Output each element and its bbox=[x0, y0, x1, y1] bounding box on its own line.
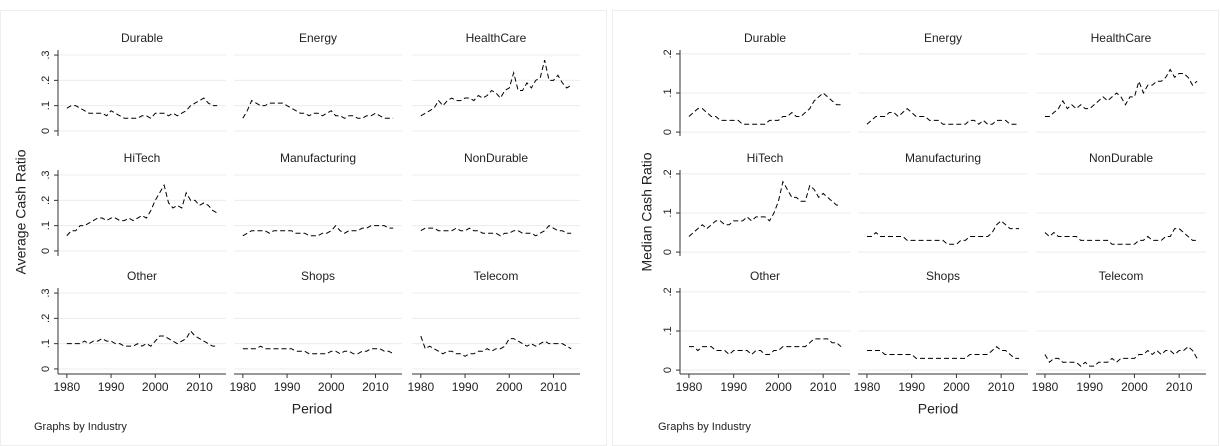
x-tick-label: 1990 bbox=[274, 380, 301, 394]
series-line bbox=[66, 97, 218, 119]
y-tick-label: .2 bbox=[40, 196, 52, 205]
panel-title: Manufacturing bbox=[905, 151, 981, 165]
series-line bbox=[1044, 228, 1198, 245]
x-tick-label: 1980 bbox=[53, 380, 80, 394]
x-axis-label: Period bbox=[292, 401, 332, 417]
note: Graphs by Industry bbox=[658, 421, 751, 433]
panel-title: HiTech bbox=[124, 151, 161, 165]
series-line bbox=[1044, 68, 1198, 117]
panel-title: Other bbox=[750, 269, 780, 283]
x-tick-label: 1980 bbox=[854, 380, 881, 394]
x-tick-label: 1990 bbox=[98, 380, 125, 394]
y-tick-label: .1 bbox=[662, 208, 674, 217]
x-tick-label: 2010 bbox=[988, 380, 1015, 394]
y-tick-label: .2 bbox=[662, 49, 674, 58]
y-tick-label: 0 bbox=[662, 367, 674, 373]
note: Graphs by Industry bbox=[34, 421, 127, 433]
panel-title: Energy bbox=[924, 31, 962, 45]
x-tick-label: 1990 bbox=[452, 380, 479, 394]
x-tick-label: 1990 bbox=[720, 380, 747, 394]
panel-title: Other bbox=[127, 269, 157, 283]
x-tick-label: 2000 bbox=[765, 380, 792, 394]
series-line bbox=[242, 345, 394, 355]
series-line bbox=[866, 345, 1020, 359]
graph-frame bbox=[612, 10, 1219, 446]
panel-title: Shops bbox=[301, 269, 335, 283]
x-tick-label: 1990 bbox=[898, 380, 925, 394]
series-line bbox=[866, 107, 1020, 125]
y-tick-label: .2 bbox=[662, 287, 674, 296]
panel-title: HiTech bbox=[747, 151, 784, 165]
x-tick-label: 1980 bbox=[407, 380, 434, 394]
x-tick-label: 2010 bbox=[810, 380, 837, 394]
series-line bbox=[688, 92, 842, 125]
y-tick-label: .3 bbox=[40, 50, 52, 59]
x-tick-label: 2000 bbox=[943, 380, 970, 394]
x-tick-label: 2000 bbox=[496, 380, 523, 394]
y-tick-label: .2 bbox=[40, 314, 52, 323]
panel-title: Durable bbox=[744, 31, 786, 45]
y-tick-label: .3 bbox=[40, 170, 52, 179]
panel-title: Shops bbox=[926, 269, 960, 283]
x-tick-label: 2010 bbox=[540, 380, 567, 394]
y-tick-label: 0 bbox=[40, 248, 52, 254]
x-tick-label: 2000 bbox=[142, 380, 169, 394]
x-tick-label: 1980 bbox=[229, 380, 256, 394]
y-tick-label: .3 bbox=[40, 288, 52, 297]
x-tick-label: 1980 bbox=[676, 380, 703, 394]
x-tick-label: 2010 bbox=[1166, 380, 1193, 394]
y-tick-label: .2 bbox=[40, 76, 52, 85]
graph-frame bbox=[0, 10, 607, 446]
panel-title: Durable bbox=[121, 31, 163, 45]
series-line bbox=[420, 335, 572, 357]
x-tick-label: 2000 bbox=[1121, 380, 1148, 394]
panel-title: NonDurable bbox=[1089, 151, 1153, 165]
panel-title: Manufacturing bbox=[280, 151, 356, 165]
y-tick-label: 0 bbox=[662, 129, 674, 135]
y-axis-label: Median Cash Ratio bbox=[639, 152, 655, 271]
panel-title: NonDurable bbox=[464, 151, 528, 165]
series-line bbox=[242, 224, 394, 237]
series-line bbox=[420, 59, 572, 117]
series-line bbox=[866, 220, 1020, 245]
y-axis-label: Average Cash Ratio bbox=[13, 149, 29, 274]
panel-title: Telecom bbox=[474, 269, 519, 283]
y-tick-label: 0 bbox=[40, 128, 52, 134]
y-tick-label: .1 bbox=[662, 326, 674, 335]
panel-title: HealthCare bbox=[466, 31, 527, 45]
series-line bbox=[420, 225, 572, 237]
x-tick-label: 1990 bbox=[1076, 380, 1103, 394]
x-tick-label: 1980 bbox=[1032, 380, 1059, 394]
panel-title: Telecom bbox=[1099, 269, 1144, 283]
panel-title: HealthCare bbox=[1091, 31, 1152, 45]
series-line bbox=[242, 99, 394, 119]
series-line bbox=[66, 330, 218, 347]
y-tick-label: .1 bbox=[662, 88, 674, 97]
x-tick-label: 2010 bbox=[186, 380, 213, 394]
x-axis-label: Period bbox=[918, 401, 958, 417]
y-tick-label: 0 bbox=[662, 249, 674, 255]
y-tick-label: .2 bbox=[662, 169, 674, 178]
x-tick-label: 2000 bbox=[318, 380, 345, 394]
series-line bbox=[688, 180, 842, 237]
panel-title: Energy bbox=[299, 31, 337, 45]
series-line bbox=[1044, 345, 1198, 367]
y-tick-label: .1 bbox=[40, 221, 52, 230]
y-tick-label: .1 bbox=[40, 101, 52, 110]
y-tick-label: .1 bbox=[40, 339, 52, 348]
y-tick-label: 0 bbox=[40, 366, 52, 372]
x-tick-label: 2010 bbox=[362, 380, 389, 394]
series-line bbox=[688, 338, 842, 356]
